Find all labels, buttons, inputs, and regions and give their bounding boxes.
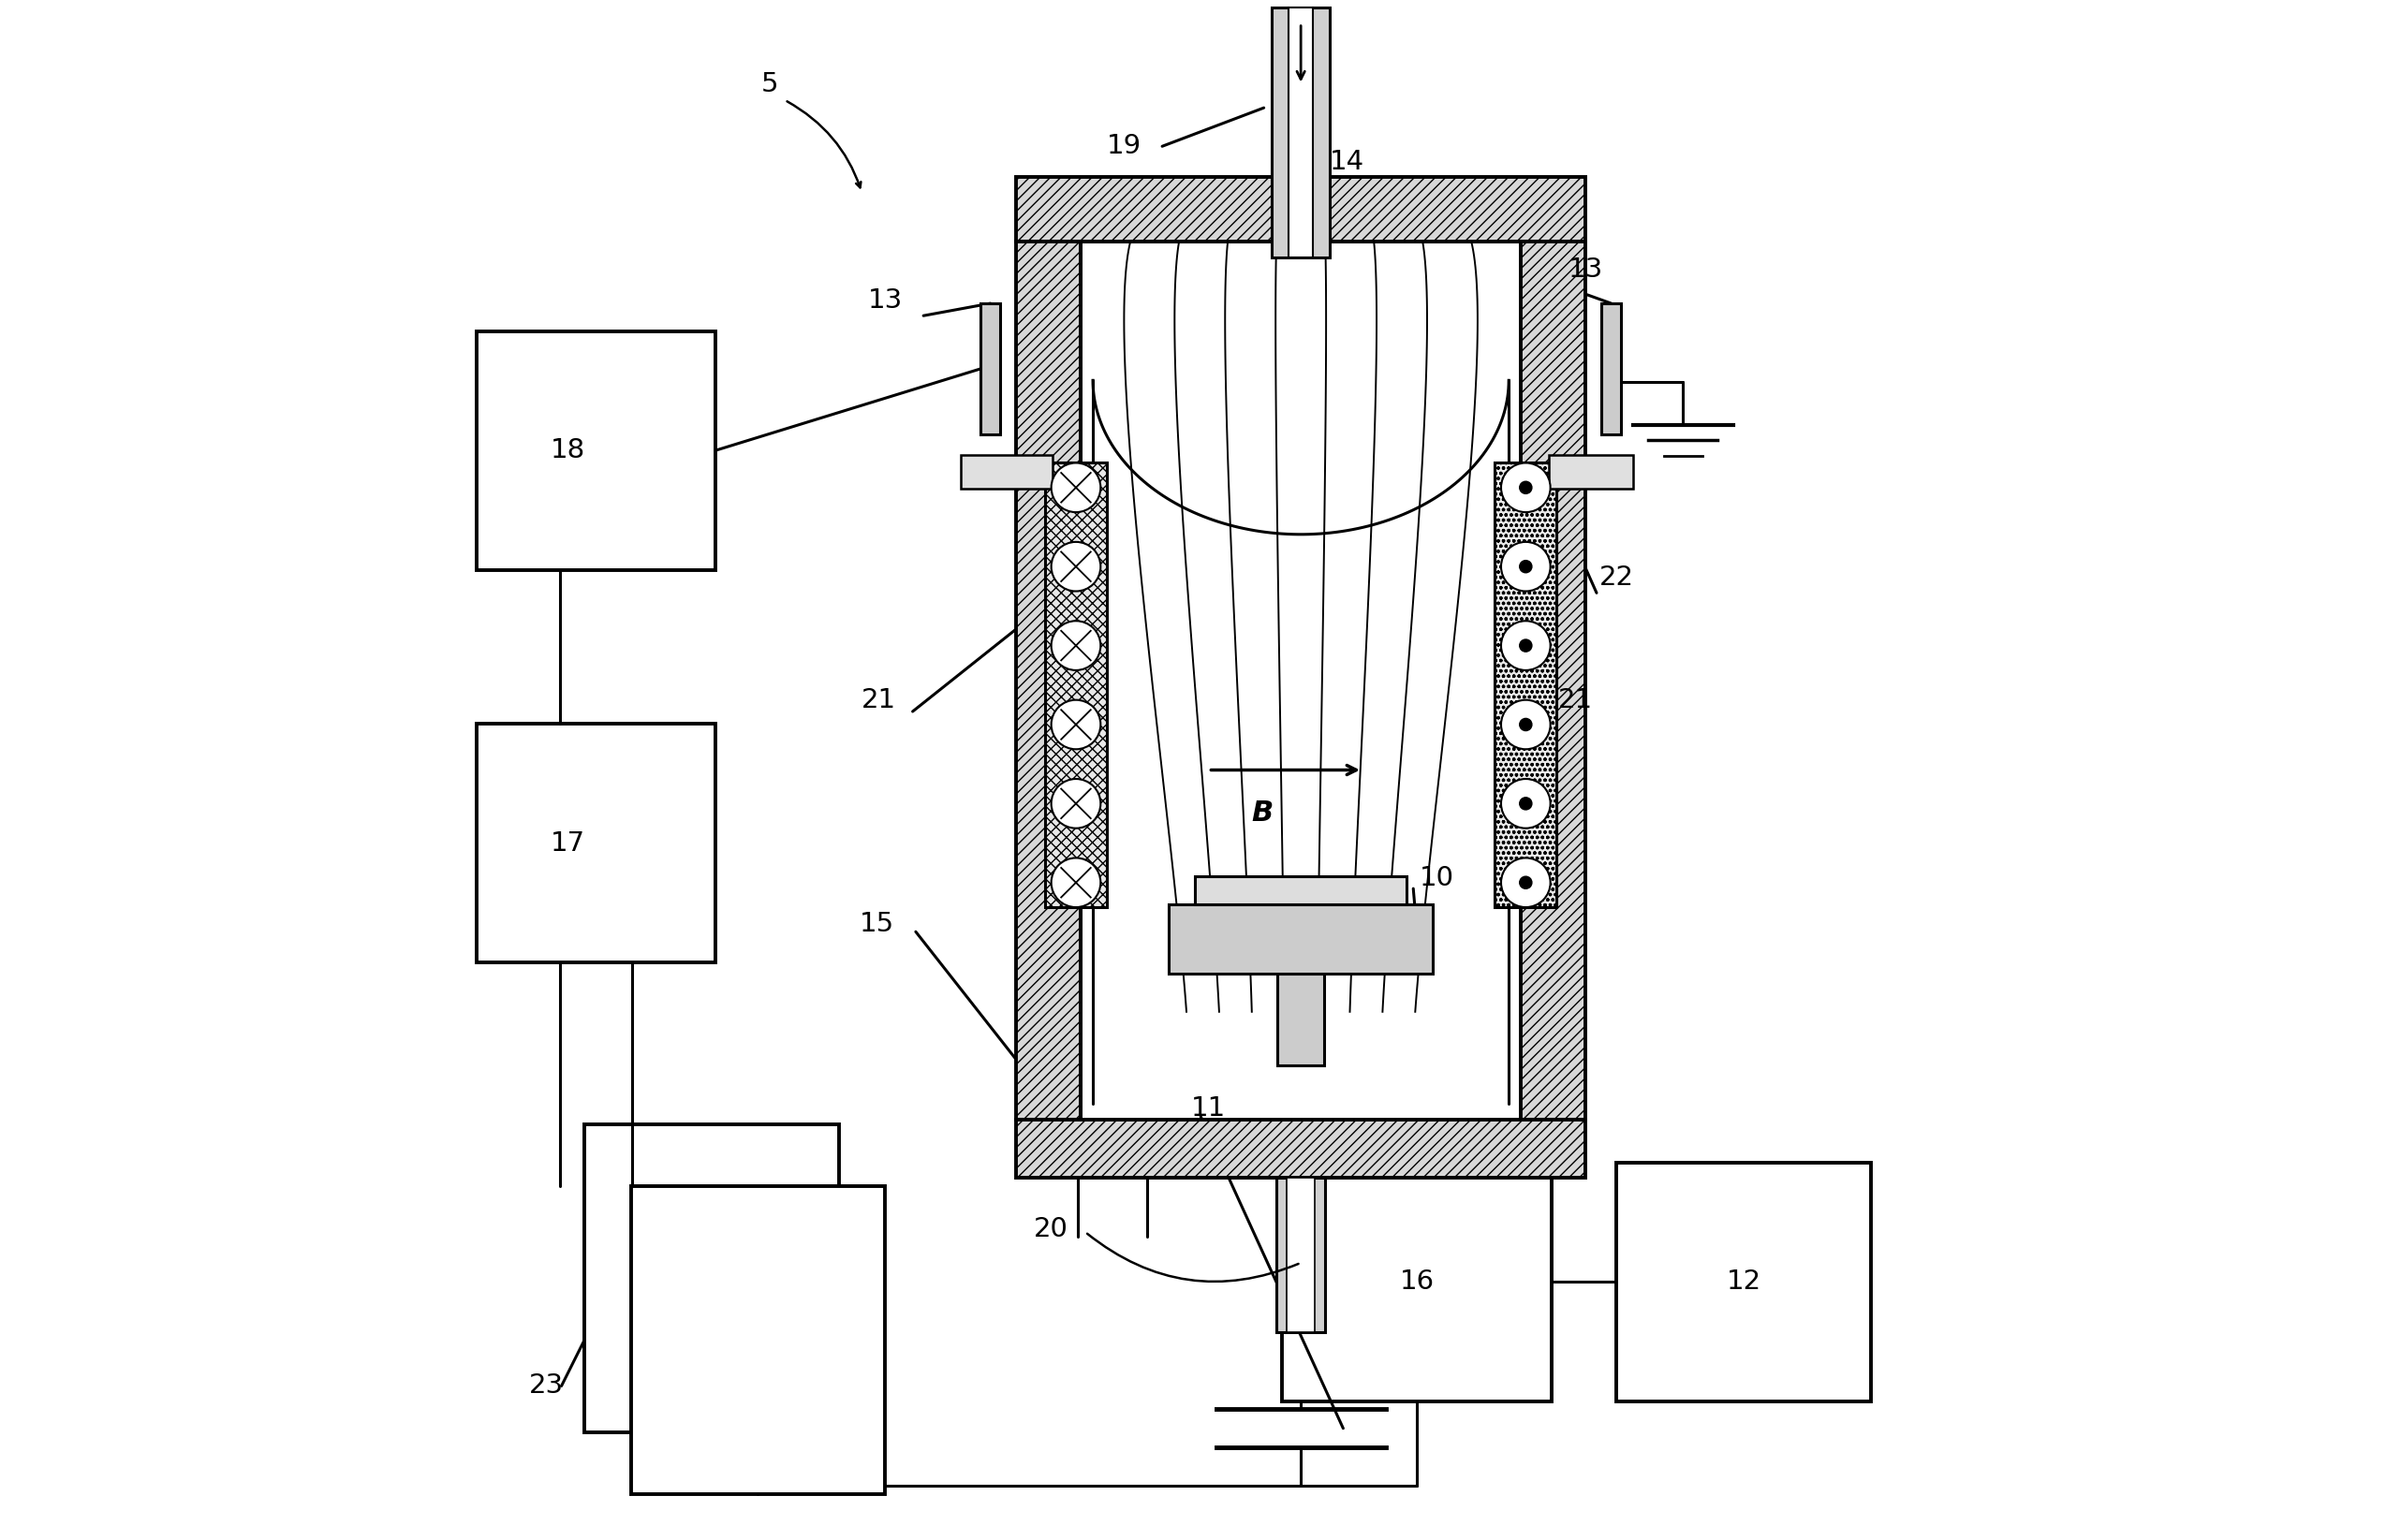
Bar [1045,464,1107,907]
Bar [1496,464,1556,907]
Text: 11: 11 [1191,1095,1226,1123]
Bar [1549,456,1634,490]
Text: 19: 19 [1107,132,1141,160]
Text: B: B [1250,799,1274,827]
Circle shape [1501,542,1551,591]
Circle shape [1520,482,1532,494]
Bar [1195,876,1408,904]
Text: 13: 13 [1568,256,1603,283]
Text: 10: 10 [1420,864,1453,892]
Bar [1279,973,1324,1066]
Circle shape [1052,779,1100,829]
Circle shape [1052,858,1100,907]
Circle shape [1501,464,1551,513]
Bar [585,1124,840,1432]
Text: 21: 21 [861,687,897,715]
Bar [1601,303,1620,434]
Text: 17: 17 [551,830,585,856]
Text: 5: 5 [761,71,778,99]
Circle shape [1501,858,1551,907]
Circle shape [1052,542,1100,591]
Text: 14: 14 [1329,148,1365,176]
Circle shape [1520,561,1532,573]
Circle shape [1501,779,1551,829]
Bar [477,331,716,570]
Circle shape [1501,621,1551,670]
Bar [1281,1163,1551,1401]
Text: 20: 20 [1033,1215,1069,1243]
Bar [1016,1120,1587,1178]
Circle shape [1520,876,1532,889]
Bar [962,456,1052,490]
Text: 22: 22 [1599,564,1634,591]
Text: 21: 21 [1558,687,1591,715]
Text: 23: 23 [530,1372,563,1400]
Bar [1618,1163,1871,1401]
Circle shape [1501,699,1551,748]
Text: 18: 18 [551,437,585,464]
Circle shape [1520,798,1532,810]
Bar [1081,242,1522,1120]
Circle shape [1052,699,1100,748]
Circle shape [1052,621,1100,670]
Bar [630,1186,885,1494]
Circle shape [1520,639,1532,651]
Bar [477,724,716,962]
Text: 13: 13 [869,286,902,314]
Circle shape [1520,718,1532,730]
Bar [1169,904,1434,973]
Bar [1286,1178,1315,1332]
Bar [981,303,1000,434]
Circle shape [1052,464,1100,513]
Bar [1522,242,1587,1120]
Text: 15: 15 [859,910,895,938]
Bar [1016,242,1081,1120]
Text: 12: 12 [1727,1269,1761,1295]
Bar [1016,177,1587,242]
Bar [1272,8,1329,257]
Bar [1277,1178,1327,1332]
Bar [1288,8,1312,257]
Text: 16: 16 [1401,1269,1434,1295]
